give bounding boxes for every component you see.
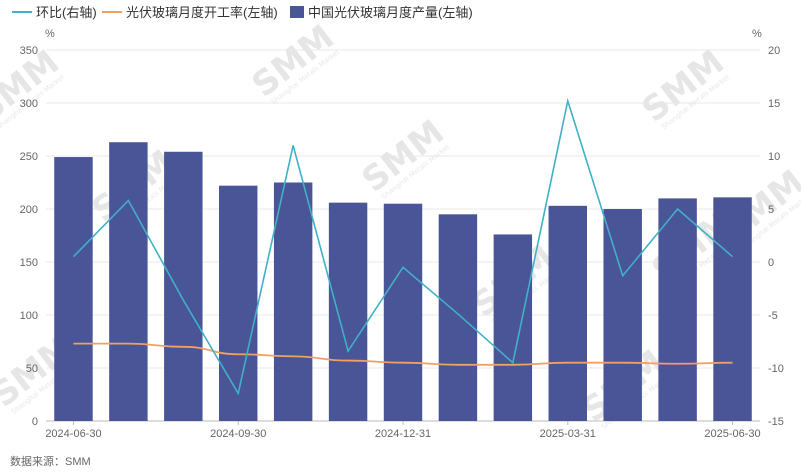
bar	[493, 234, 533, 421]
left-tick-label: 300	[20, 98, 38, 110]
left-tick-label: 150	[20, 257, 38, 269]
right-axis-unit: %	[752, 28, 762, 40]
mom-line	[72, 97, 734, 396]
x-tick-label: 2025-06-30	[704, 428, 760, 440]
legend-item: 环比(右轴)	[36, 5, 97, 20]
x-tick-label: 2024-09-30	[210, 428, 266, 440]
utilization-line	[73, 342, 733, 366]
bar	[273, 182, 313, 421]
line-series	[72, 97, 734, 396]
bar	[219, 185, 258, 421]
bar	[603, 209, 642, 421]
left-tick-label: 0	[32, 416, 38, 428]
bar	[383, 203, 423, 421]
bar	[548, 205, 587, 421]
source-note: 数据来源：SMM	[10, 454, 91, 468]
right-tick-label: 10	[768, 151, 780, 163]
bar	[54, 157, 93, 421]
bar-series	[54, 142, 752, 421]
left-tick-label: 100	[20, 310, 38, 322]
left-tick-label: 350	[20, 45, 38, 57]
bar	[109, 142, 148, 421]
x-tick-label: 2024-12-31	[375, 428, 431, 440]
legend-item: 光伏玻璃月度开工率(左轴)	[126, 5, 278, 20]
left-tick-label: 200	[20, 204, 38, 216]
x-tick-label: 2025-03-31	[540, 428, 596, 440]
bar	[658, 198, 697, 421]
right-tick-label: -15	[768, 416, 784, 428]
left-tick-label: 250	[20, 151, 38, 163]
right-tick-label: 0	[768, 257, 774, 269]
x-tick-label: 2024-06-30	[45, 428, 101, 440]
legend-swatch	[290, 6, 304, 18]
legend: 环比(右轴) 光伏玻璃月度开工率(左轴) 中国光伏玻璃月度产量(左轴)	[12, 5, 473, 20]
left-tick-label: 50	[26, 363, 38, 375]
right-tick-label: 5	[768, 204, 774, 216]
axes: 0 50 100 150 200 250 300 350 -15 -10 -5 0 5 10 15 20% % 2…	[20, 28, 784, 440]
bar	[438, 214, 478, 421]
right-tick-label: -10	[768, 363, 784, 375]
bar	[713, 197, 752, 421]
bar	[328, 202, 368, 421]
right-tick-label: 20	[768, 45, 780, 57]
left-axis-unit: %	[45, 28, 55, 40]
legend-item: 中国光伏玻璃月度产量(左轴)	[308, 5, 473, 20]
right-tick-label: 15	[768, 98, 780, 110]
right-tick-label: -5	[768, 310, 778, 322]
bar	[164, 151, 203, 421]
